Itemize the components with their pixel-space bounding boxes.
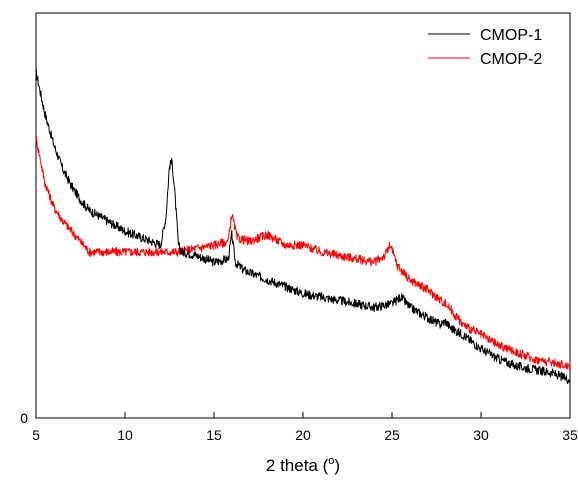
x-axis-title-close: ) [334,456,340,475]
x-axis-ticks: 5 10 15 20 25 30 35 [32,412,578,443]
legend-label-cmop-1: CMOP-1 [480,27,542,44]
x-axis-title-degree: o [328,455,334,467]
x-tick-label-5: 5 [32,427,40,443]
x-tick-label-10: 10 [117,427,133,443]
legend-label-cmop-2: CMOP-2 [480,51,542,68]
legend: CMOP-1 CMOP-2 [428,27,542,68]
x-tick-label-35: 35 [562,427,578,443]
x-tick-label-20: 20 [295,427,311,443]
series-line-cmop-1 [35,68,571,384]
x-axis-title: 2 theta (o) [266,455,340,475]
x-tick-label-30: 30 [473,427,489,443]
plot-frame [35,12,571,419]
series-line-cmop-2 [35,136,571,371]
x-tick-label-25: 25 [384,427,400,443]
series-layer [35,68,571,384]
x-axis-title-main: 2 theta ( [266,456,329,475]
y-tick-label-0: 0 [20,410,28,426]
x-tick-label-15: 15 [206,427,222,443]
y-axis-ticks: 0 [20,410,42,426]
